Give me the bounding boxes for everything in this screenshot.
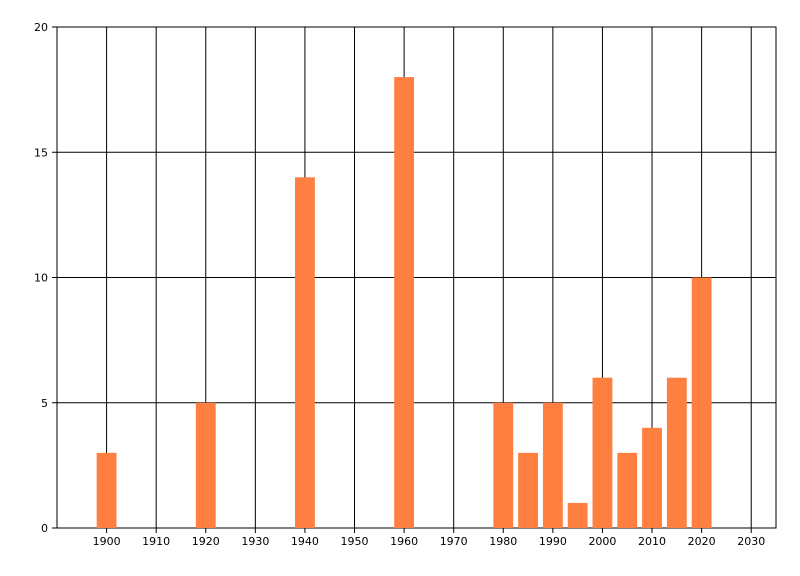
bar: [691, 277, 712, 528]
x-tick-label: 2010: [638, 535, 666, 548]
x-tick-label: 1980: [489, 535, 517, 548]
bar: [394, 77, 415, 528]
bar: [642, 427, 662, 528]
bar: [617, 452, 638, 528]
plot-border: [56, 26, 777, 529]
y-tick-label: 0: [41, 522, 48, 535]
bar: [493, 402, 514, 528]
bar: [666, 377, 687, 528]
x-tick-label: 1990: [539, 535, 567, 548]
bar: [518, 452, 538, 528]
x-tick-label: 2020: [688, 535, 716, 548]
x-tick-label: 1940: [291, 535, 319, 548]
bar: [96, 452, 117, 528]
y-tick-label: 20: [34, 21, 48, 34]
bar: [542, 402, 563, 528]
bar: [195, 402, 216, 528]
y-tick-label: 5: [41, 397, 48, 410]
bar: [295, 177, 315, 529]
x-tick-label: 1970: [440, 535, 468, 548]
x-tick-label: 1930: [241, 535, 269, 548]
x-tick-label: 1960: [390, 535, 418, 548]
x-tick-label: 1920: [192, 535, 220, 548]
y-tick-label: 10: [34, 272, 48, 285]
bar: [592, 377, 613, 528]
x-tick-label: 2030: [737, 535, 765, 548]
x-tick-label: 2000: [588, 535, 616, 548]
bar: [567, 502, 588, 528]
x-tick-label: 1910: [142, 535, 170, 548]
y-tick-label: 15: [34, 146, 48, 159]
x-tick-label: 1950: [341, 535, 369, 548]
x-tick-label: 1900: [93, 535, 121, 548]
